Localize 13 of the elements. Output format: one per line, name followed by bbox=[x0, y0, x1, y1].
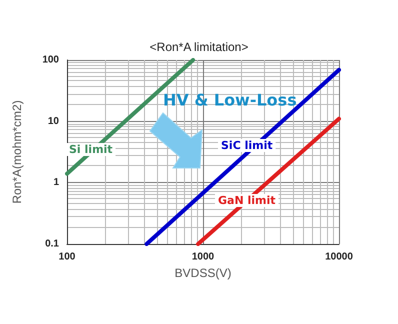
y-tick-label: 100 bbox=[42, 54, 60, 66]
annotation: GaN limit bbox=[218, 194, 276, 207]
x-tick-label: 100 bbox=[58, 252, 76, 262]
x-axis-title: BVDSS(V) bbox=[174, 266, 232, 280]
y-tick-label: 1 bbox=[53, 177, 60, 188]
chart-title: <Ron*A limitation> bbox=[150, 40, 248, 54]
y-axis-title: Ron*A(mohm*cm2) bbox=[10, 100, 24, 204]
y-tick-label: 10 bbox=[48, 116, 60, 127]
annotation: SiC limit bbox=[221, 139, 273, 152]
annotation: Si limit bbox=[69, 143, 113, 156]
x-tick-label: 10000 bbox=[325, 252, 354, 262]
y-tick-label: 0.1 bbox=[45, 238, 60, 250]
x-tick-label: 1000 bbox=[192, 252, 215, 262]
